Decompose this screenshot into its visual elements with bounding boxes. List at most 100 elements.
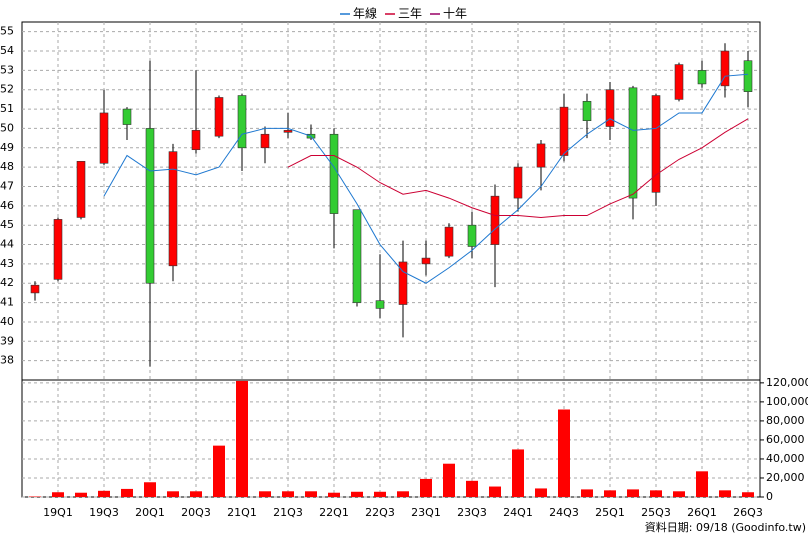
y-tick-label: 55: [0, 25, 14, 38]
y-tick-label: 50: [0, 121, 14, 134]
source-note: 資料日期: 09/18 (Goodinfo.tw): [645, 520, 806, 534]
candle-body: [536, 143, 546, 168]
y-tick-label: 48: [0, 160, 14, 173]
average-line: [103, 73, 749, 284]
candle-body: [398, 261, 408, 305]
x-tick-label: 20Q3: [181, 506, 211, 519]
volume-bar: [144, 482, 156, 497]
candle-body: [697, 70, 707, 85]
candle-body: [168, 151, 178, 267]
volume-bar: [535, 488, 547, 497]
x-tick-label: 21Q3: [273, 506, 303, 519]
y-tick-label: 49: [0, 141, 14, 154]
volume-tick-label: 40,000: [766, 452, 805, 465]
candle-body: [559, 106, 569, 156]
plot-frame: [21, 21, 761, 498]
candle-body: [53, 219, 63, 280]
candle-body: [375, 300, 385, 309]
volume-tick-label: 120,000: [766, 376, 808, 389]
volume-bar: [719, 490, 731, 497]
x-tick-label: 24Q3: [549, 506, 579, 519]
candle-body: [99, 112, 109, 164]
candle-body: [743, 60, 753, 92]
candle-body: [237, 95, 247, 149]
volume-tick-label: 60,000: [766, 433, 805, 446]
candle-body: [651, 95, 661, 193]
average-line: [287, 118, 749, 218]
y-tick-label: 52: [0, 83, 14, 96]
volume-bar: [650, 490, 662, 497]
volume-bar: [328, 492, 340, 497]
x-tick-label: 26Q1: [687, 506, 717, 519]
candle-body: [76, 161, 86, 218]
volume-bar: [466, 480, 478, 497]
x-tick-label: 25Q3: [641, 506, 671, 519]
candle-body: [513, 166, 523, 199]
candle-body: [122, 108, 132, 125]
candle-body: [30, 284, 40, 294]
candle-body: [283, 130, 293, 133]
y-tick-label: 45: [0, 218, 14, 231]
x-tick-label: 22Q1: [319, 506, 349, 519]
y-tick-label: 40: [0, 315, 14, 328]
y-tick-label: 53: [0, 63, 14, 76]
volume-bar: [259, 491, 271, 497]
x-tick-label: 26Q3: [733, 506, 763, 519]
legend-label: 三年: [398, 7, 422, 21]
candle-body: [260, 133, 270, 149]
volume-bar: [213, 445, 225, 497]
volume-bar: [52, 492, 64, 497]
volume-tick-label: 100,000: [766, 395, 808, 408]
volume-bar: [512, 449, 524, 497]
candle-body: [467, 224, 477, 247]
volume-bar: [98, 490, 110, 497]
x-tick-label: 25Q1: [595, 506, 625, 519]
candle-body: [628, 87, 638, 199]
candle-body: [352, 209, 362, 303]
y-tick-label: 38: [0, 354, 14, 367]
candle-body: [191, 130, 201, 151]
candle-body: [145, 128, 155, 284]
candle-body: [214, 97, 224, 137]
x-tick-label: 21Q1: [227, 506, 257, 519]
volume-bar: [305, 491, 317, 497]
candle-body: [329, 133, 339, 214]
volume-bar: [627, 489, 639, 497]
volume-bar: [351, 491, 363, 497]
legend-label: 十年: [443, 7, 467, 21]
legend-label: 年線: [353, 6, 377, 21]
y-tick-label: 51: [0, 102, 14, 115]
volume-bar: [121, 488, 133, 497]
volume-bar: [397, 491, 409, 497]
volume-bar: [742, 492, 754, 497]
volume-bar: [167, 491, 179, 497]
candle-body: [605, 89, 615, 127]
y-tick-label: 44: [0, 238, 14, 251]
volume-bar: [190, 491, 202, 497]
volume-bar: [673, 491, 685, 497]
candle-body: [720, 50, 730, 87]
x-tick-label: 19Q1: [43, 506, 73, 519]
x-tick-label: 23Q3: [457, 506, 487, 519]
candle-body: [444, 226, 454, 257]
volume-bar: [558, 409, 570, 497]
volume-bar: [604, 490, 616, 497]
candle-body: [490, 195, 500, 245]
volume-bar: [374, 491, 386, 497]
y-tick-label: 41: [0, 296, 14, 309]
volume-bar: [282, 491, 294, 497]
volume-bar: [696, 471, 708, 497]
candle-body: [421, 257, 431, 265]
volume-bar: [489, 486, 501, 497]
y-tick-label: 47: [0, 179, 14, 192]
volume-bar: [420, 478, 432, 497]
y-tick-label: 42: [0, 276, 14, 289]
volume-bar: [443, 463, 455, 497]
x-tick-label: 19Q3: [89, 506, 119, 519]
volume-bar: [581, 489, 593, 497]
x-tick-label: 20Q1: [135, 506, 165, 519]
volume-bar: [75, 492, 87, 497]
x-tick-label: 23Q1: [411, 506, 441, 519]
y-tick-label: 54: [0, 44, 14, 57]
